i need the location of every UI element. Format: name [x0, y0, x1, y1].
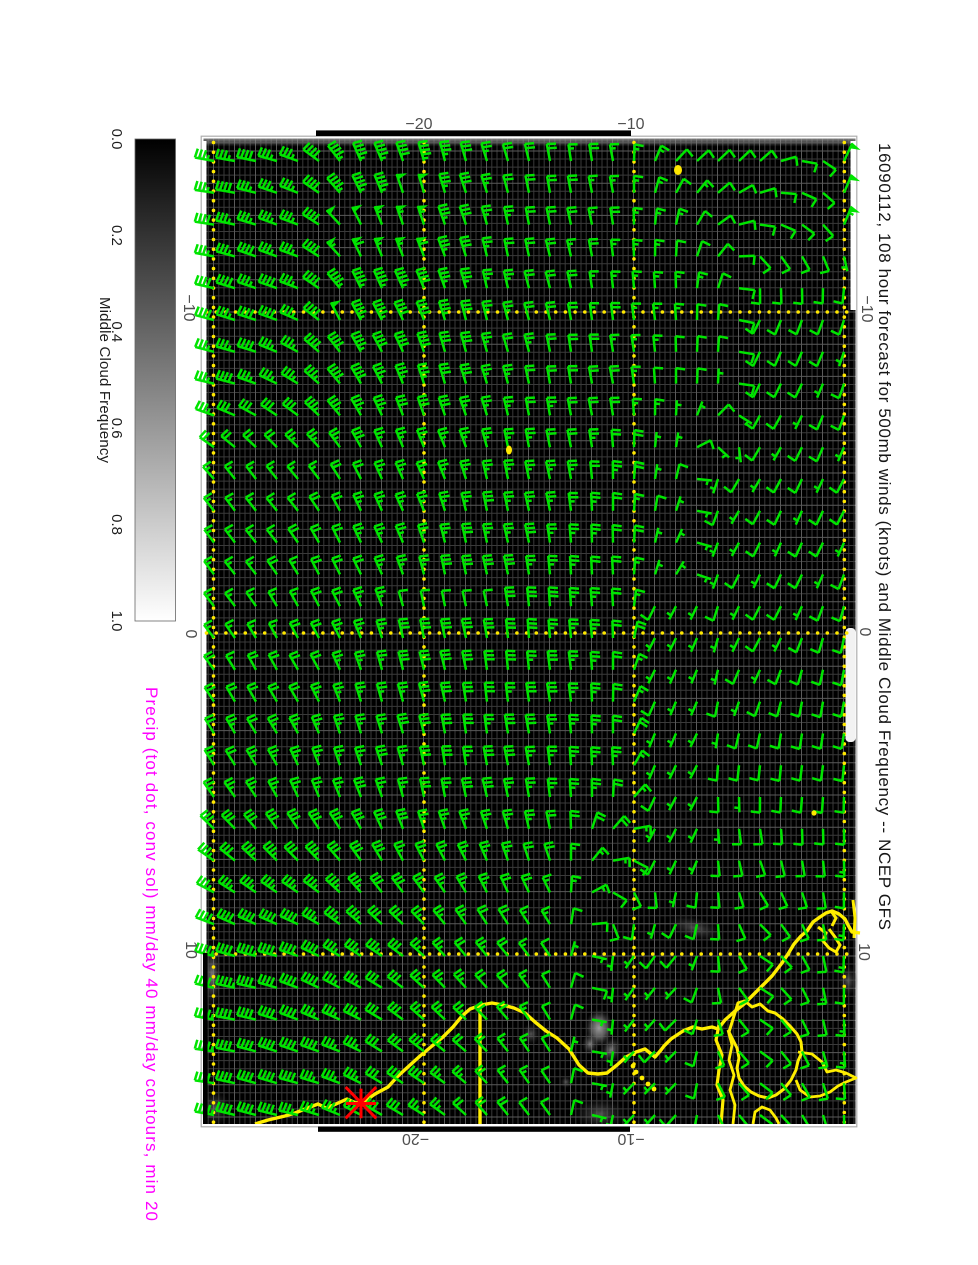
- svg-text:0: 0: [182, 630, 199, 639]
- svg-text:1.0: 1.0: [108, 611, 125, 632]
- svg-text:0: 0: [856, 628, 873, 637]
- svg-text:16090112, 108 hour forecast fo: 16090112, 108 hour forecast for 500mb wi…: [875, 143, 894, 930]
- svg-text:0.0: 0.0: [108, 129, 125, 150]
- svg-text:−20: −20: [405, 116, 432, 133]
- svg-text:10: 10: [182, 941, 199, 959]
- svg-text:−20: −20: [402, 1130, 429, 1147]
- svg-text:0.2: 0.2: [108, 225, 125, 246]
- svg-text:−10: −10: [617, 1130, 644, 1147]
- svg-text:Middle Cloud Frequency: Middle Cloud Frequency: [96, 297, 113, 464]
- svg-text:Precip (tot dot, conv sol) mm/: Precip (tot dot, conv sol) mm/day 40 mm/…: [142, 687, 161, 1221]
- svg-text:0.4: 0.4: [108, 321, 125, 342]
- svg-text:−10: −10: [617, 116, 644, 133]
- svg-text:0.8: 0.8: [108, 514, 125, 535]
- svg-text:10: 10: [855, 943, 872, 961]
- svg-text:−10: −10: [858, 295, 875, 322]
- svg-text:−10: −10: [180, 294, 197, 321]
- svg-text:0.6: 0.6: [108, 418, 125, 439]
